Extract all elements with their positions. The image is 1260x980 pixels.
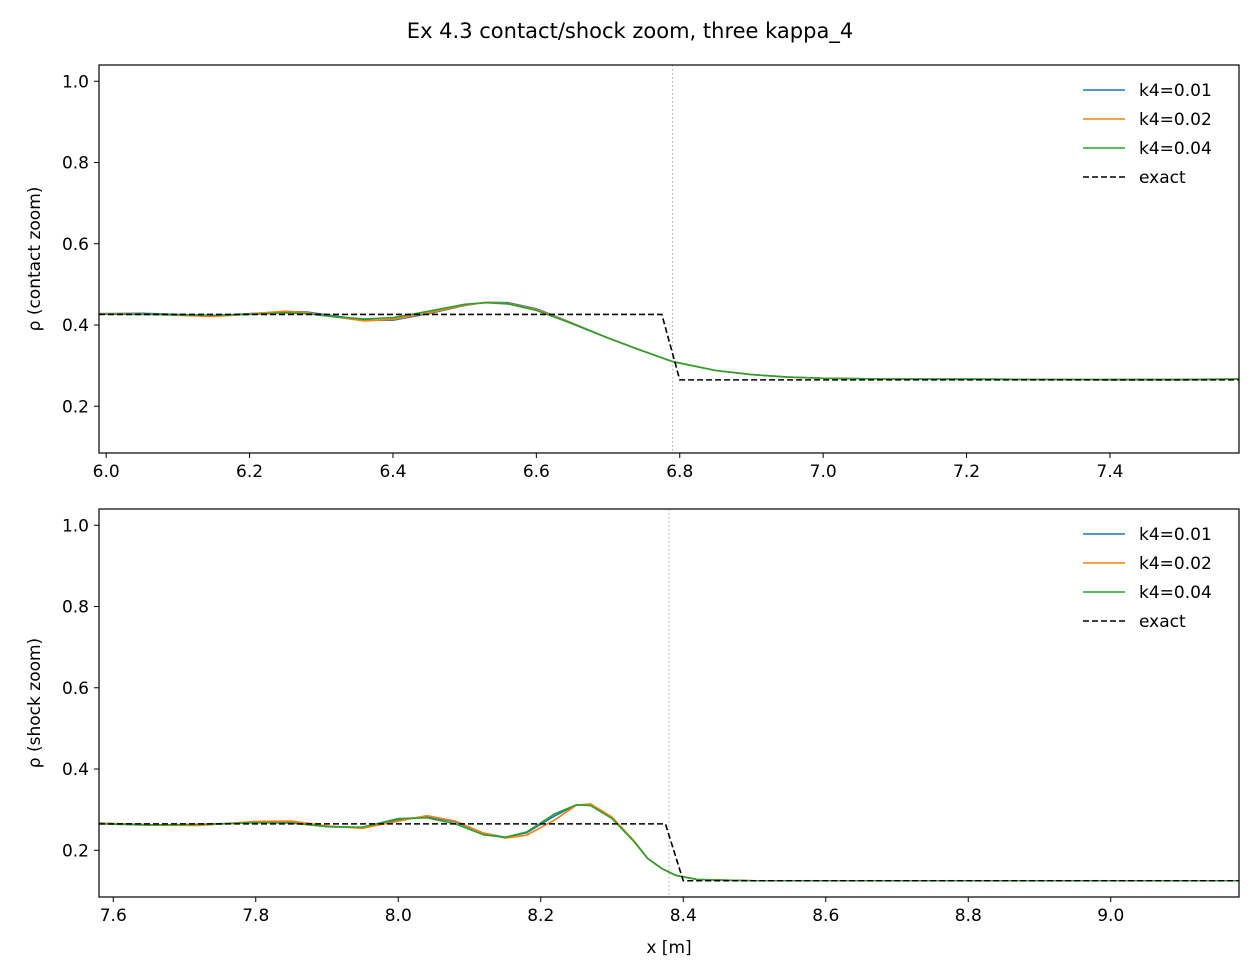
legend-label: k4=0.02 (1139, 110, 1212, 130)
legend-label: k4=0.04 (1139, 139, 1212, 159)
axes-frame (98, 508, 1240, 898)
axes-shock-zoom: 7.6 7.8 8.0 8.2 8.4 8.6 8.8 9.0 0.2 0.4 0.6 0.8 1.0 ρ… (25, 508, 1240, 958)
y-tick-label: 0.2 (62, 397, 89, 417)
x-tick-label: 8.8 (955, 906, 982, 926)
y-tick-label: 0.6 (62, 679, 89, 699)
y-axis-label: ρ (shock zoom) (25, 638, 45, 768)
x-tick-label: 6.0 (93, 462, 120, 482)
legend-label: k4=0.02 (1139, 554, 1212, 574)
y-tick-label: 1.0 (62, 516, 89, 536)
legend-label: exact (1139, 168, 1186, 188)
x-tick-label: 8.6 (812, 906, 839, 926)
y-tick-label: 0.2 (62, 841, 89, 861)
x-axis-label: x [m] (646, 938, 691, 958)
x-tick-label: 6.6 (523, 462, 550, 482)
legend-label: k4=0.04 (1139, 583, 1212, 603)
figure-title: Ex 4.3 contact/shock zoom, three kappa_4 (407, 19, 853, 44)
y-axis-label: ρ (contact zoom) (25, 187, 45, 332)
x-tick-label: 7.0 (810, 462, 837, 482)
x-tick-label: 6.4 (379, 462, 406, 482)
legend-label: exact (1139, 612, 1186, 632)
x-tick-label: 7.2 (953, 462, 980, 482)
x-tick-label: 8.0 (385, 906, 412, 926)
x-tick-label: 6.2 (236, 462, 263, 482)
y-tick-label: 0.8 (62, 598, 89, 618)
x-tick-label: 8.4 (670, 906, 697, 926)
legend: k4=0.01 k4=0.02 k4=0.04 exact (1083, 81, 1212, 188)
x-tick-label: 8.2 (527, 906, 554, 926)
series-line-k4-0-04 (99, 301, 1239, 381)
legend: k4=0.01 k4=0.02 k4=0.04 exact (1083, 525, 1212, 632)
x-tick-label: 6.8 (666, 462, 693, 482)
y-tick-label: 1.0 (62, 72, 89, 92)
series-line-exact (99, 313, 1239, 381)
y-tick-label: 0.4 (62, 760, 89, 780)
y-tick-label: 0.4 (62, 316, 89, 336)
axes-contact-zoom: 6.0 6.2 6.4 6.6 6.8 7.0 7.2 7.4 0.2 0.4 0.6 0.8 1.0 ρ… (25, 64, 1240, 482)
x-tick-label: 7.8 (242, 906, 269, 926)
y-tick-label: 0.8 (62, 154, 89, 174)
x-tick-label: 7.6 (100, 906, 127, 926)
axes-frame (98, 64, 1240, 454)
legend-label: k4=0.01 (1139, 525, 1212, 545)
y-tick-label: 0.6 (62, 235, 89, 255)
x-tick-label: 7.4 (1096, 462, 1123, 482)
series-line-exact (99, 823, 1239, 882)
x-tick-label: 9.0 (1097, 906, 1124, 926)
legend-label: k4=0.01 (1139, 81, 1212, 101)
